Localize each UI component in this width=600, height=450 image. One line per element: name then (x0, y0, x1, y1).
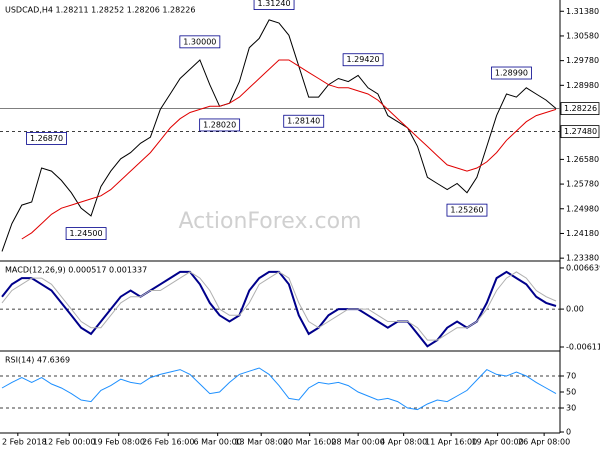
x-tick-label: 4 Apr 08:00 (380, 438, 427, 447)
x-tick-label: 2 Feb 2018 (2, 438, 47, 447)
annotation-box (342, 53, 384, 67)
annotation-label: 1.29420 (347, 55, 380, 64)
annotation-label: 1.26870 (30, 134, 63, 143)
annotation-box (65, 227, 107, 240)
y-tick-label: 70 (566, 372, 576, 381)
y-tick-label: 30 (566, 404, 576, 413)
annotation-label: 1.28140 (287, 117, 320, 126)
annotation-label: 1.30000 (183, 37, 216, 46)
level-label-box (560, 125, 600, 139)
y-tick-label: 1.31380 (566, 7, 599, 16)
panel-title: MACD(12,26,9) 0.000517 0.001337 (5, 266, 147, 275)
x-tick-label: 12 Feb 00:00 (43, 438, 95, 447)
annotation-box (253, 0, 295, 10)
annotation-box (491, 66, 532, 80)
level-label: 1.28226 (564, 104, 597, 113)
x-tick-label: 13 Mar 08:00 (234, 438, 287, 447)
y-tick-label: 1.28980 (566, 81, 599, 90)
y-tick-label: 1.29780 (566, 56, 599, 65)
panel-title: USDCAD,H4 1.28211 1.28252 1.28206 1.2822… (5, 6, 195, 15)
x-tick-label: 20 Mar 16:00 (283, 438, 336, 447)
x-tick-label: 19 Feb 08:00 (92, 438, 144, 447)
annotation-label: 1.31240 (258, 0, 291, 8)
annotation-label: 1.28020 (203, 120, 236, 129)
x-tick-label: 11 Apr 16:00 (425, 438, 477, 447)
series-line (21, 59, 557, 240)
annotation-box (283, 114, 325, 128)
y-tick-label: 1.26580 (566, 155, 599, 164)
annotation-label: 1.25260 (450, 206, 483, 215)
level-label: 1.27480 (564, 127, 597, 136)
y-tick-label: 1.23380 (566, 254, 599, 263)
y-tick-label: 1.25780 (566, 180, 599, 189)
annotation-box (179, 35, 221, 49)
x-tick-label: 6 Mar 00:00 (194, 438, 242, 447)
y-tick-label: 1.30580 (566, 31, 599, 40)
annotation-label: 1.28990 (495, 69, 528, 78)
series-line (1, 19, 557, 252)
annotation-label: 1.24500 (70, 229, 103, 238)
y-tick-label: 0 (566, 428, 571, 437)
y-tick-label: -0.006114 (566, 342, 600, 351)
x-tick-label: 28 Mar 00:00 (331, 438, 384, 447)
y-tick-label: 50 (566, 388, 576, 397)
y-tick-label: 1.24180 (566, 229, 599, 238)
watermark: ActionForex.com (179, 209, 362, 234)
annotation-box (26, 132, 67, 145)
level-label-box (560, 102, 600, 115)
x-tick-label: 26 Apr 08:00 (518, 438, 570, 447)
annotation-box (199, 118, 241, 132)
y-tick-label: 1.24980 (566, 204, 599, 213)
x-tick-label: 19 Apr 00:00 (472, 438, 524, 447)
series-line (1, 367, 557, 411)
panel-title: RSI(14) 47.6369 (5, 356, 70, 365)
y-tick-label: 0.00 (566, 305, 584, 314)
series-line (1, 271, 557, 341)
annotation-box (446, 203, 488, 217)
x-tick-label: 26 Feb 16:00 (142, 438, 194, 447)
y-tick-label: 0.006639 (566, 263, 600, 272)
